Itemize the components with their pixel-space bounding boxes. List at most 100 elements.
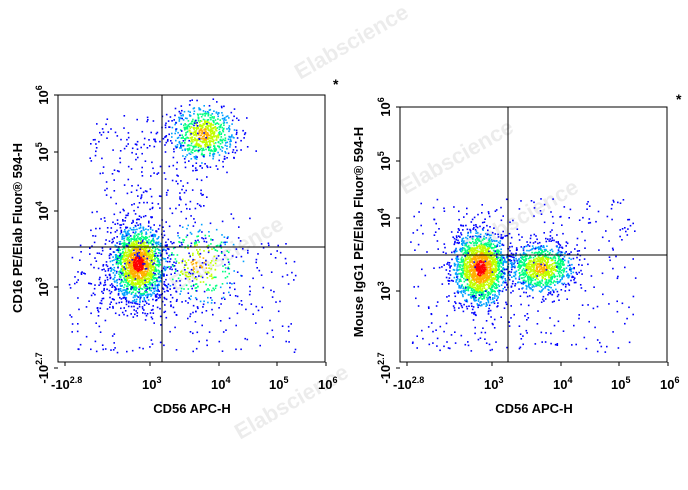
event-dot xyxy=(489,245,491,248)
event-dot xyxy=(138,269,140,271)
event-dot xyxy=(156,278,158,281)
event-dot xyxy=(489,226,491,228)
event-dot xyxy=(184,117,187,119)
event-dot xyxy=(127,257,129,260)
event-dot xyxy=(106,308,109,310)
event-dot xyxy=(224,243,226,246)
event-dot xyxy=(464,290,466,292)
event-dot xyxy=(201,311,203,314)
event-dot xyxy=(476,304,479,307)
event-dot xyxy=(136,255,139,257)
event-dot xyxy=(497,250,500,253)
event-dot xyxy=(479,282,482,285)
event-dot xyxy=(195,290,198,292)
event-dot xyxy=(151,284,154,287)
event-dot xyxy=(155,252,157,255)
event-dot xyxy=(196,138,199,141)
event-dot xyxy=(206,143,208,146)
event-dot xyxy=(146,251,148,253)
event-dot xyxy=(494,264,497,266)
event-dot xyxy=(157,258,160,260)
event-dot xyxy=(205,259,207,262)
event-dot xyxy=(483,293,485,296)
event-dot xyxy=(474,290,476,292)
event-dot xyxy=(193,259,196,261)
event-dot xyxy=(190,245,192,247)
event-dot xyxy=(197,134,200,136)
event-dot xyxy=(196,122,198,124)
event-dot xyxy=(174,272,176,274)
event-dot xyxy=(188,147,191,149)
event-dot xyxy=(242,129,244,132)
event-dot xyxy=(486,251,489,253)
event-dot xyxy=(140,261,142,264)
event-dot xyxy=(202,141,204,144)
event-dot xyxy=(487,242,489,244)
event-dot xyxy=(151,256,153,258)
event-dot xyxy=(128,290,131,293)
event-dot xyxy=(152,275,154,278)
event-dot xyxy=(477,281,479,283)
event-dot xyxy=(141,254,144,257)
event-dot xyxy=(497,281,500,283)
event-dot xyxy=(479,267,482,270)
event-dot xyxy=(485,255,487,258)
event-dot xyxy=(153,241,155,243)
event-dot xyxy=(485,279,487,281)
event-dot xyxy=(230,111,233,114)
event-dot xyxy=(106,118,109,120)
event-dot xyxy=(493,239,495,242)
event-dot xyxy=(132,279,134,281)
event-dot xyxy=(153,239,155,242)
event-dot xyxy=(202,114,204,116)
event-dot xyxy=(193,268,195,270)
event-dot xyxy=(123,245,126,247)
event-dot xyxy=(208,125,210,127)
event-dot xyxy=(484,276,486,279)
event-dot xyxy=(454,249,457,252)
event-dot xyxy=(133,239,136,242)
event-dot xyxy=(203,154,206,156)
event-dot xyxy=(121,280,123,283)
event-dot xyxy=(223,236,226,238)
event-dot xyxy=(480,258,483,260)
event-dot xyxy=(175,168,178,170)
event-dot xyxy=(475,259,478,261)
event-dot xyxy=(458,266,461,268)
event-dot xyxy=(127,212,130,215)
event-dot xyxy=(138,346,141,349)
y-tick-label: 105 xyxy=(34,142,51,161)
event-dot xyxy=(179,293,181,295)
event-dot xyxy=(237,237,240,239)
event-dot xyxy=(103,284,105,287)
event-dot xyxy=(127,274,130,277)
event-dot xyxy=(160,274,162,277)
event-dot xyxy=(466,263,468,265)
event-dot xyxy=(152,167,154,170)
event-dot xyxy=(120,243,123,245)
event-dot xyxy=(109,253,111,255)
event-dot xyxy=(119,275,122,277)
event-dot xyxy=(121,311,124,314)
event-dot xyxy=(94,138,96,141)
event-dot xyxy=(485,248,487,251)
event-dot xyxy=(192,107,195,110)
event-dot xyxy=(136,256,139,259)
event-dot xyxy=(198,107,200,109)
event-dot xyxy=(476,245,478,247)
event-dot xyxy=(200,275,202,278)
event-dot xyxy=(491,281,494,284)
event-dot xyxy=(124,284,126,286)
event-dot xyxy=(463,273,466,276)
event-dot xyxy=(483,221,486,223)
event-dot xyxy=(141,293,143,295)
event-dot xyxy=(145,254,147,256)
event-dot xyxy=(188,148,190,151)
event-dot xyxy=(191,151,194,154)
event-dot xyxy=(466,273,468,275)
event-dot xyxy=(223,158,226,160)
event-dot xyxy=(243,133,246,136)
event-dot xyxy=(221,140,224,142)
event-dot xyxy=(191,132,193,135)
event-dot xyxy=(152,312,155,314)
